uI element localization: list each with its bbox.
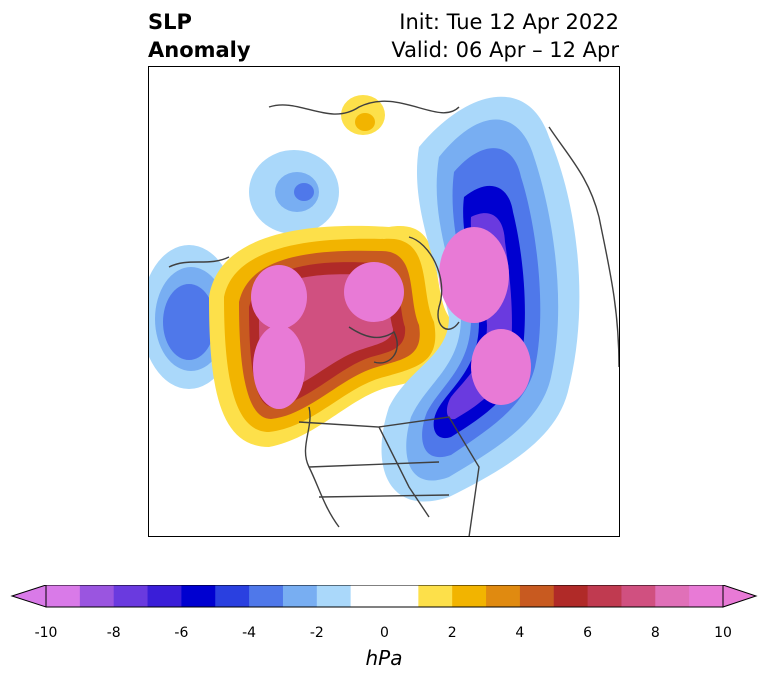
colorbar-segment xyxy=(621,585,656,607)
colorbar-segment xyxy=(79,585,115,607)
colorbar-segment xyxy=(46,585,81,607)
colorbar-tick-label: -6 xyxy=(174,625,189,641)
colorbar-segment xyxy=(553,585,589,607)
colorbar-segment xyxy=(350,585,385,607)
negative-anomaly-east xyxy=(381,96,580,502)
colorbar-segment xyxy=(689,585,724,607)
colorbar-extend-low xyxy=(10,585,47,608)
colorbar-unit: hPa xyxy=(365,646,403,670)
colorbar-tick-label: 8 xyxy=(650,625,660,641)
colorbar-segment xyxy=(418,585,453,607)
positive-anomaly-north xyxy=(341,95,385,135)
positive-anomaly-main xyxy=(209,225,452,447)
colorbar-tick-label: -10 xyxy=(34,625,58,641)
colorbar-tick-label: 0 xyxy=(380,625,389,641)
init-date: Init: Tue 12 Apr 2022 xyxy=(399,10,619,34)
map-dates: Init: Tue 12 Apr 2022 Valid: 06 Apr – 12… xyxy=(391,8,619,64)
colorbar-segment xyxy=(452,585,487,607)
colorbar-segment xyxy=(519,585,555,607)
colorbar-segment xyxy=(655,585,690,607)
colorbar-tick-label: 6 xyxy=(583,625,593,641)
colorbar-tick-label: -8 xyxy=(106,625,121,641)
coastlines xyxy=(168,100,619,536)
title-line-1: SLP xyxy=(148,10,192,34)
colorbar-segment xyxy=(587,585,622,607)
valid-range: Valid: 06 Apr – 12 Apr xyxy=(391,38,619,62)
colorbar-tick-label: 10 xyxy=(714,625,732,641)
colorbar-segment xyxy=(282,585,318,607)
colorbar-segment xyxy=(384,585,419,607)
colorbar-segment xyxy=(113,585,149,607)
colorbar-segment xyxy=(181,585,216,607)
colorbar-segment xyxy=(249,585,284,607)
negative-anomaly-north xyxy=(249,150,339,234)
colorbar-tick-label: 2 xyxy=(447,625,457,641)
map-title: SLP Anomaly xyxy=(148,8,251,64)
colorbar-segment xyxy=(147,585,182,607)
colorbar-tick-label: -2 xyxy=(309,625,324,641)
colorbar-segment xyxy=(486,585,521,607)
colorbar xyxy=(10,585,758,608)
map-panel xyxy=(148,66,620,537)
colorbar-tick-label: -4 xyxy=(242,625,257,641)
anomaly-map xyxy=(149,95,619,536)
colorbar-segment xyxy=(215,585,250,607)
colorbar-extend-high xyxy=(722,585,758,608)
colorbar-tick-label: 4 xyxy=(515,625,525,641)
title-line-2: Anomaly xyxy=(148,38,251,62)
colorbar-segment xyxy=(316,585,352,607)
